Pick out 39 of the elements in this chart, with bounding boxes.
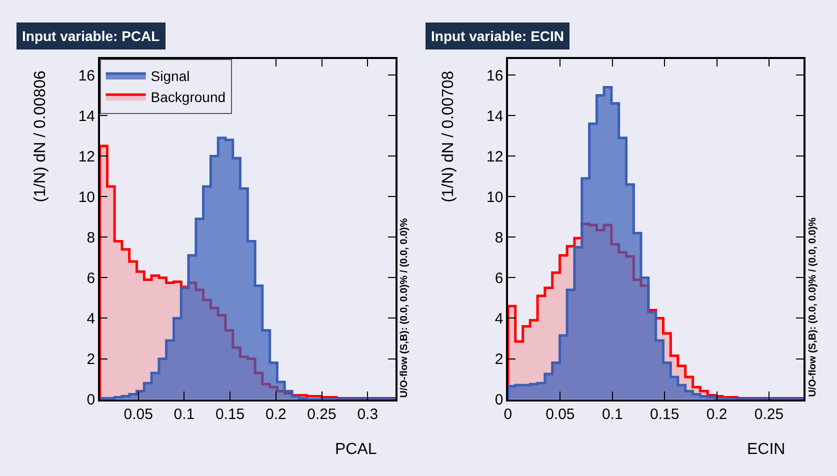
y-tick-label: 0 <box>86 392 96 409</box>
y-tick-label: 6 <box>86 270 96 287</box>
y-tick-label: 8 <box>494 229 504 246</box>
x-tick-label: 0.25 <box>307 406 336 424</box>
x-tick-label: 0.1 <box>602 406 623 424</box>
text: U/O-flow (S,B): (0.0, 0.0)% / (0.0, 0.0)% <box>399 218 410 398</box>
x-tick-label: 0.05 <box>124 406 153 424</box>
legend-label: Background <box>150 89 226 106</box>
x-axis-title: PCAL <box>335 441 377 458</box>
y-tick-label: 2 <box>86 351 96 368</box>
chart-title: Input variable: PCAL <box>22 28 160 44</box>
y-tick-label: 4 <box>86 310 96 328</box>
x-tick-label: 0.25 <box>754 406 784 424</box>
text: U/O-flow (S,B): (0.0, 0.0)% / (0.0, 0.0)% <box>807 217 818 397</box>
y-tick-label: 6 <box>494 270 504 287</box>
y-axis-title: (1/N) dN / 0.00806 <box>32 70 49 202</box>
y-tick-label: 2 <box>494 351 504 368</box>
y-tick-label: 16 <box>486 67 504 84</box>
x-tick-label: 0.15 <box>650 406 680 424</box>
y-tick-label: 8 <box>86 229 96 246</box>
y-tick-label: 4 <box>494 310 504 328</box>
y-tick-label: 12 <box>78 148 96 166</box>
y-tick-label: 10 <box>78 188 96 206</box>
y-tick-label: 0 <box>494 392 504 409</box>
y-tick-label: 12 <box>486 148 504 166</box>
x-tick-label: 0.2 <box>265 406 286 424</box>
chart-title: Input variable: ECIN <box>431 28 564 44</box>
x-tick-label: 0.05 <box>546 406 575 424</box>
y-tick-label: 16 <box>78 67 96 84</box>
x-tick-label: 0.15 <box>215 406 245 424</box>
y-tick-label: 14 <box>486 108 504 125</box>
x-tick-label: 0.2 <box>706 406 728 424</box>
x-tick-label: 0.1 <box>174 406 195 424</box>
y-axis-title: (1/N) dN / 0.00708 <box>440 70 458 202</box>
legend-label: Signal <box>150 68 190 84</box>
x-tick-label: 0.3 <box>357 406 378 424</box>
y-tick-label: 14 <box>78 108 96 125</box>
x-axis-title: ECIN <box>747 441 786 458</box>
y-tick-label: 10 <box>486 188 504 206</box>
